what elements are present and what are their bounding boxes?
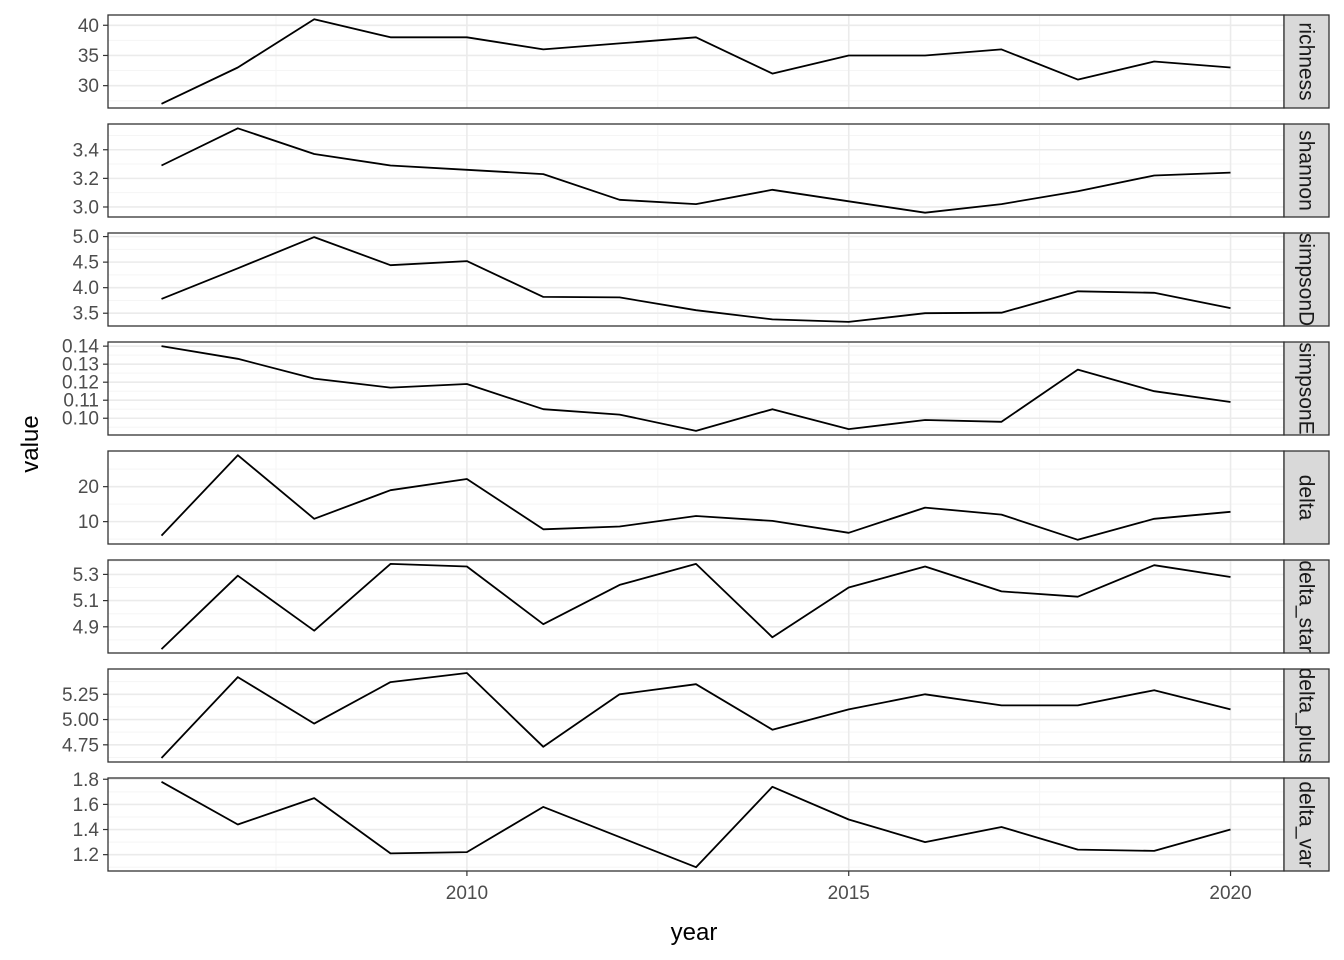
y-tick-label: 1.8 bbox=[73, 770, 99, 791]
strip-label-delta-star: delta_star bbox=[1295, 560, 1318, 652]
panel-background bbox=[108, 15, 1284, 108]
series-line-delta-star bbox=[160, 563, 1231, 650]
y-tick-label: 4.9 bbox=[73, 617, 99, 638]
strip-background bbox=[1283, 450, 1330, 545]
panel-delta-var: 1.2 1.4 1.6 1.8 delta_var bbox=[73, 770, 1330, 872]
x-tick-label: 2010 bbox=[446, 883, 488, 904]
strip-label-delta-plus: delta_plus bbox=[1295, 668, 1318, 764]
strip-background bbox=[1283, 668, 1330, 763]
y-tick-label: 0.10 bbox=[62, 409, 99, 430]
strip-label-delta: delta bbox=[1295, 475, 1318, 521]
strip-label-richness: richness bbox=[1295, 22, 1318, 100]
panel-background bbox=[108, 778, 1284, 871]
panel-shannon: 3.0 3.2 3.4 shannon bbox=[73, 123, 1330, 218]
y-tick-label: 5.25 bbox=[62, 685, 99, 706]
panel-background bbox=[108, 560, 1284, 653]
series-line-delta-plus bbox=[160, 672, 1231, 759]
y-tick-label: 1.4 bbox=[73, 820, 100, 841]
panel-background bbox=[108, 342, 1284, 435]
y-tick-label: 0.14 bbox=[62, 337, 99, 358]
y-tick-label: 3.5 bbox=[73, 304, 99, 325]
y-tick-label: 3.2 bbox=[73, 169, 99, 190]
strip-background bbox=[1283, 777, 1330, 872]
x-axis: 2010 2015 2020 bbox=[446, 871, 1252, 904]
strip-label-shannon: shannon bbox=[1295, 130, 1318, 211]
y-tick-label: 3.0 bbox=[73, 197, 99, 218]
panel-simpsond: 3.5 4.0 4.5 5.0 simpsonD bbox=[73, 227, 1330, 327]
y-tick-label: 5.3 bbox=[73, 565, 99, 586]
x-tick-label: 2020 bbox=[1209, 883, 1251, 904]
series-line-delta bbox=[160, 454, 1231, 541]
y-tick-label: 30 bbox=[78, 76, 99, 97]
panel-delta-plus: 4.75 5.00 5.25 delta_plus bbox=[62, 668, 1330, 764]
series-line-delta-var bbox=[161, 781, 1231, 869]
x-axis-title: year bbox=[671, 919, 718, 946]
series-line-simpsond bbox=[161, 236, 1231, 323]
panel-background bbox=[108, 233, 1284, 326]
y-tick-label: 5.0 bbox=[73, 227, 99, 248]
y-tick-label: 4.5 bbox=[73, 253, 99, 274]
y-tick-label: 40 bbox=[78, 16, 99, 37]
strip-background bbox=[1283, 14, 1330, 109]
strip-label-delta-var: delta_var bbox=[1295, 781, 1318, 867]
strip-background bbox=[1283, 559, 1330, 654]
panel-richness: 30 35 40 richness bbox=[78, 14, 1330, 109]
panel-background bbox=[108, 669, 1284, 762]
y-tick-label: 1.6 bbox=[73, 795, 99, 816]
panel-delta-star: 4.9 5.1 5.3 delta_star bbox=[73, 559, 1330, 654]
y-tick-label: 4.0 bbox=[73, 278, 99, 299]
strip-label-simpsond: simpsonD bbox=[1295, 233, 1318, 326]
y-tick-label: 5.00 bbox=[62, 710, 99, 731]
panels: 30 35 40 richness 3.0 3.2 3.4 shannon 3.5 4.0 4.5 5… bbox=[62, 14, 1330, 872]
strip-background bbox=[1283, 341, 1330, 436]
panel-background bbox=[108, 451, 1284, 544]
series-line-richness bbox=[161, 18, 1231, 105]
y-tick-label: 0.11 bbox=[63, 391, 99, 412]
strip-background bbox=[1283, 123, 1330, 218]
y-tick-label: 20 bbox=[78, 477, 99, 498]
series-line-shannon bbox=[161, 127, 1231, 214]
y-tick-label: 4.75 bbox=[62, 735, 99, 756]
y-tick-label: 0.13 bbox=[62, 355, 99, 376]
panel-simpsone: 0.100.110.120.130.14 simpsonE bbox=[62, 337, 1330, 436]
x-tick-label: 2015 bbox=[828, 883, 870, 904]
panel-background bbox=[108, 124, 1284, 217]
y-tick-label: 5.1 bbox=[73, 591, 99, 612]
y-tick-label: 1.2 bbox=[73, 845, 99, 866]
y-tick-label: 10 bbox=[78, 512, 99, 533]
panel-delta: 10 20 delta bbox=[78, 450, 1330, 545]
strip-label-simpsone: simpsonE bbox=[1295, 342, 1318, 434]
series-line-simpsone bbox=[161, 345, 1231, 432]
y-tick-label: 35 bbox=[78, 46, 99, 67]
strip-background bbox=[1283, 232, 1330, 327]
y-axis-title: value bbox=[17, 415, 44, 472]
y-tick-label: 0.12 bbox=[62, 373, 99, 394]
y-tick-label: 3.4 bbox=[73, 140, 100, 161]
